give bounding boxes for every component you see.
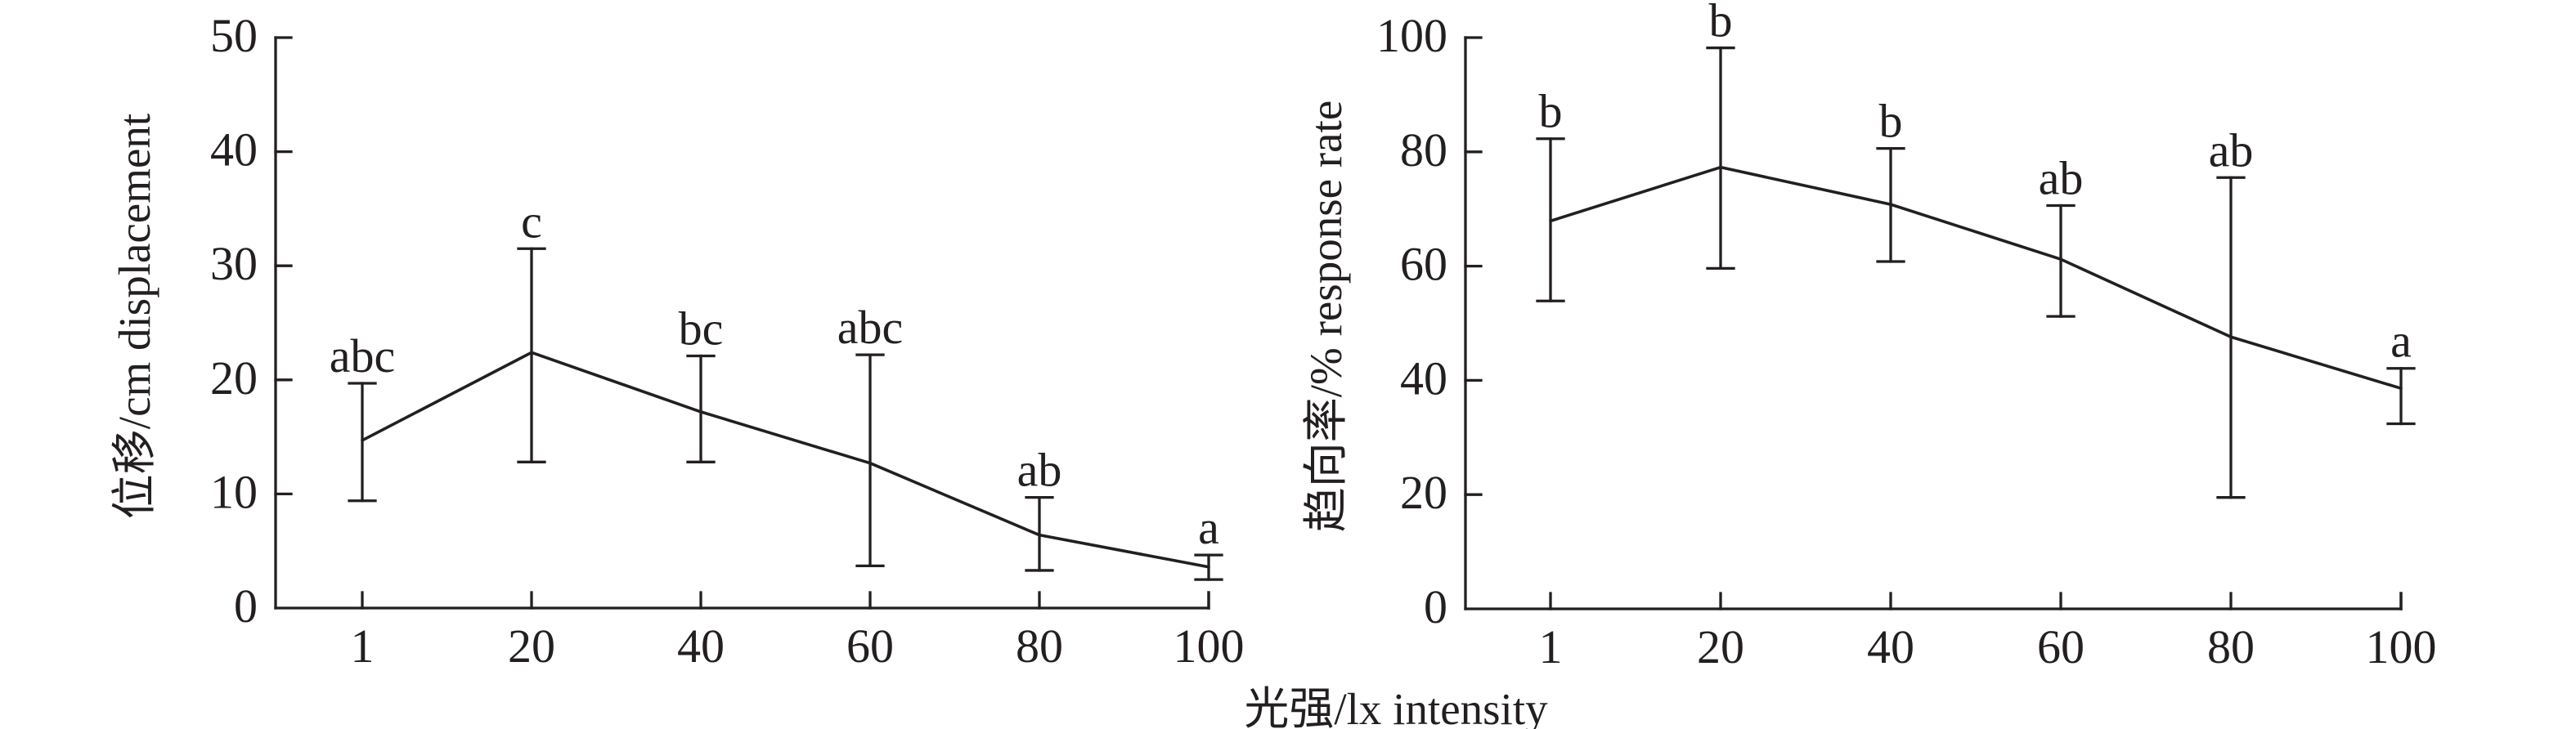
svg-text:20: 20 (210, 351, 258, 405)
svg-text:0: 0 (1424, 580, 1447, 633)
svg-text:20: 20 (1400, 466, 1447, 519)
svg-text:60: 60 (1400, 238, 1447, 291)
svg-text:abc: abc (330, 329, 396, 382)
svg-text:80: 80 (1400, 123, 1447, 177)
svg-text:40: 40 (1867, 620, 1914, 673)
svg-text:10: 10 (210, 465, 258, 518)
svg-text:光强/lx intensity: 光强/lx intensity (1244, 684, 1548, 729)
svg-text:20: 20 (508, 619, 555, 673)
svg-text:60: 60 (2037, 620, 2085, 673)
svg-text:c: c (521, 195, 542, 248)
svg-text:b: b (1539, 85, 1563, 138)
svg-text:1: 1 (1539, 620, 1563, 673)
svg-text:40: 40 (1400, 351, 1447, 405)
svg-text:20: 20 (1697, 620, 1744, 673)
svg-text:0: 0 (234, 579, 258, 633)
svg-text:a: a (1198, 501, 1219, 554)
svg-text:a: a (2390, 315, 2412, 368)
svg-text:100: 100 (1376, 9, 1447, 62)
svg-text:30: 30 (210, 237, 258, 290)
svg-text:40: 40 (677, 619, 725, 673)
svg-text:1: 1 (351, 619, 375, 673)
svg-text:80: 80 (1016, 619, 1063, 673)
svg-text:60: 60 (846, 619, 894, 673)
svg-text:bc: bc (679, 302, 724, 355)
svg-text:80: 80 (2207, 620, 2255, 673)
svg-text:b: b (1709, 0, 1733, 47)
svg-text:ab: ab (1017, 444, 1062, 497)
svg-text:位移/cm displacement: 位移/cm displacement (110, 114, 159, 519)
svg-text:40: 40 (210, 123, 258, 177)
svg-text:100: 100 (1174, 619, 1245, 673)
svg-text:100: 100 (2366, 620, 2437, 673)
svg-text:b: b (1879, 95, 1903, 148)
svg-text:50: 50 (210, 9, 258, 62)
svg-text:趋向率/% response rate: 趋向率/% response rate (1301, 101, 1351, 532)
svg-text:ab: ab (2209, 123, 2254, 177)
svg-text:ab: ab (2039, 152, 2084, 205)
svg-text:abc: abc (837, 301, 904, 354)
